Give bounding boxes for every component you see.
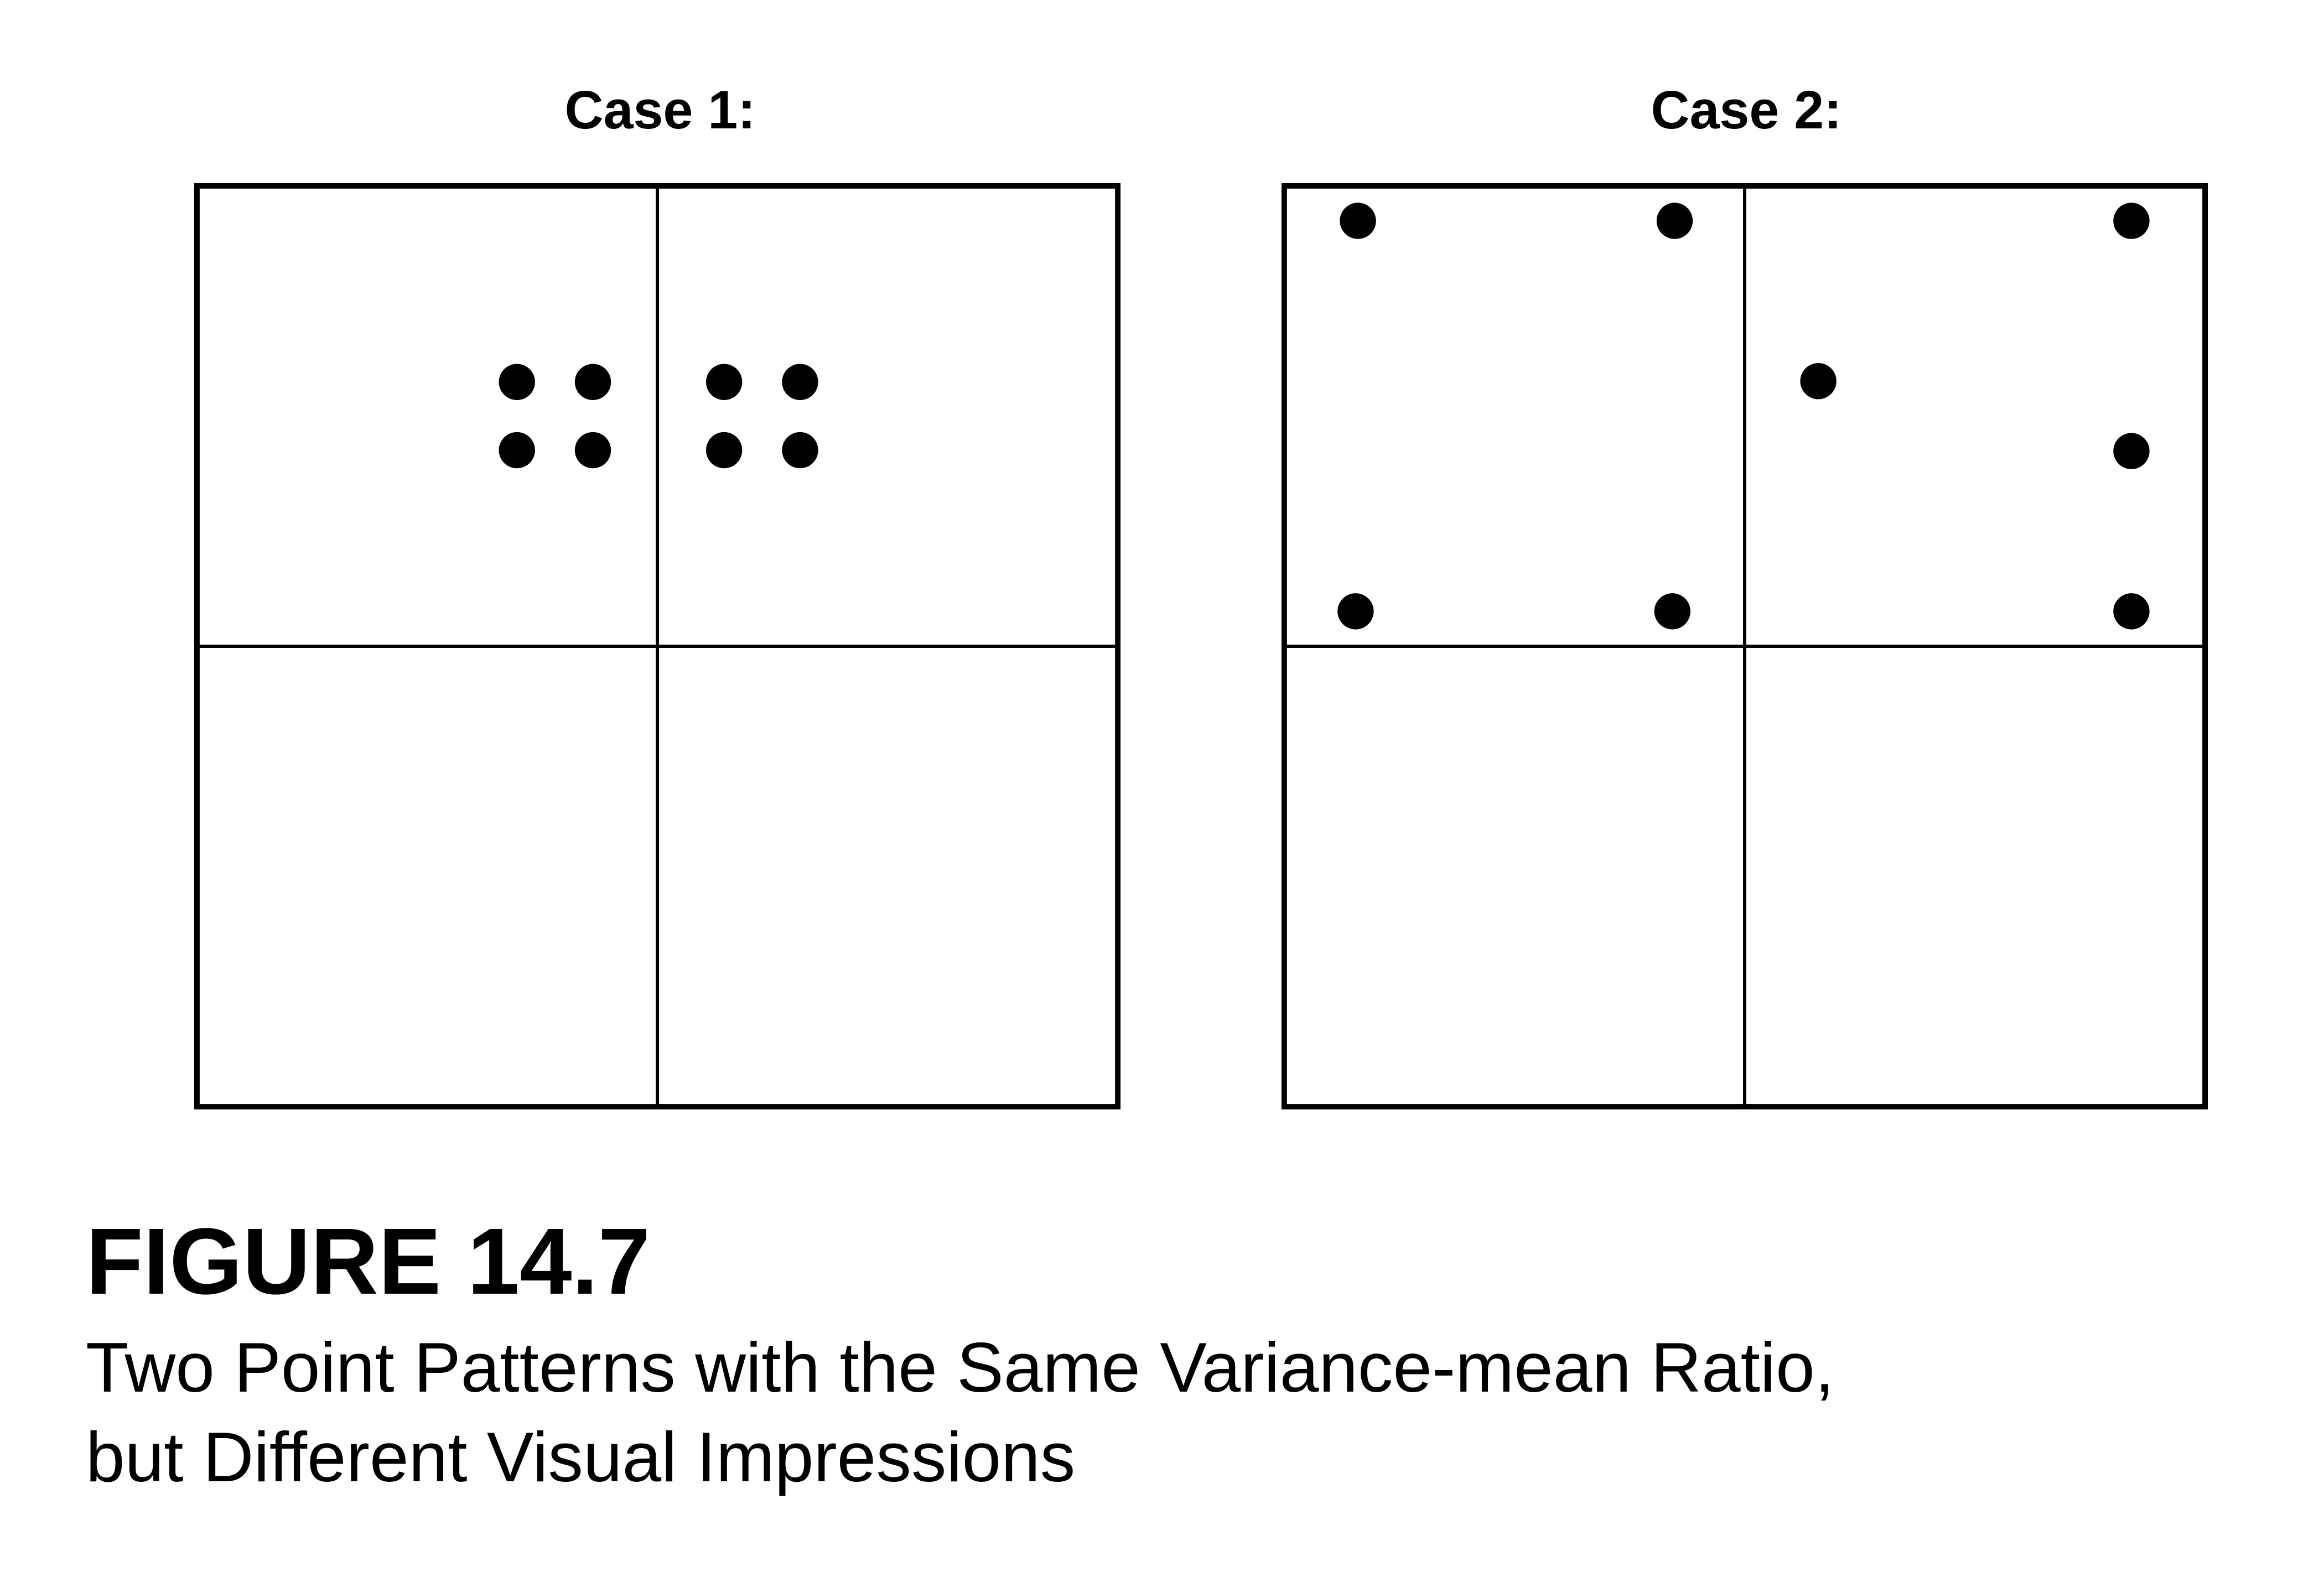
point-2-2 [1656,203,1693,239]
point-2-7 [1654,593,1691,630]
case-1-quadrat-panel [194,183,1121,1110]
point-2-1 [1340,203,1376,239]
point-2-6 [1337,593,1374,630]
point-2-5 [2113,433,2150,469]
case-2-points [1337,203,2150,630]
point-1-3 [706,364,743,401]
point-1-8 [782,432,818,469]
case-2-quadrat-panel [1281,183,2208,1110]
point-1-1 [499,364,535,401]
point-1-7 [706,432,743,469]
point-2-4 [1800,363,1837,400]
case-2-title: Case 2: [1651,80,1842,140]
point-1-2 [574,364,611,401]
point-1-5 [499,432,535,469]
point-1-6 [574,432,611,469]
figure-label: FIGURE 14.7 [86,1209,651,1314]
point-2-8 [2113,593,2150,630]
caption-line-1: Two Point Patterns with the Same Varianc… [86,1328,1835,1407]
point-1-4 [782,364,818,401]
case-1-title: Case 1: [564,80,756,140]
caption-line-2: but Different Visual Impressions [86,1418,1076,1496]
case-1-points [499,364,818,469]
point-2-3 [2113,203,2150,239]
